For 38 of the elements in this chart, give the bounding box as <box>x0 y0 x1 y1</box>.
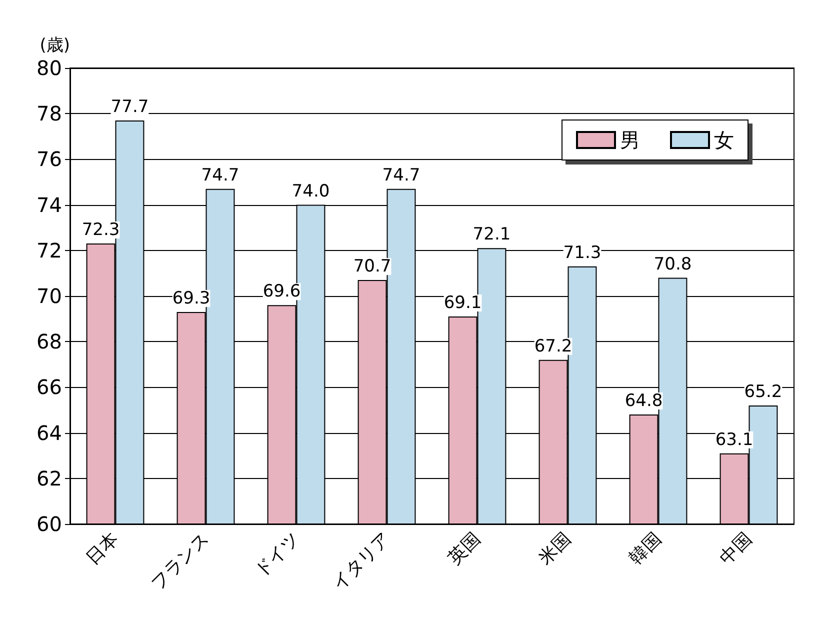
y-tick-label: 76 <box>36 147 62 172</box>
x-tick-label: 英国 <box>444 528 485 569</box>
data-label: 72.3 <box>82 220 120 240</box>
y-axis-title: (歳) <box>40 36 70 56</box>
y-tick-label: 64 <box>36 420 62 445</box>
data-label: 69.1 <box>444 293 482 314</box>
data-label: 69.6 <box>262 282 301 302</box>
y-tick-label: 72 <box>36 238 62 262</box>
y-tick-label: 66 <box>36 375 62 400</box>
data-label: 64.8 <box>624 391 663 412</box>
data-label: 69.3 <box>172 288 210 308</box>
y-tick-label: 74 <box>36 192 62 217</box>
data-label: 74.0 <box>292 181 330 202</box>
y-tick-label: 70 <box>36 284 62 308</box>
x-tick-label: フランス <box>147 528 214 594</box>
x-tick-label: 米国 <box>534 528 576 569</box>
data-label: 67.2 <box>534 336 572 356</box>
x-tick-label: 韓国 <box>625 528 666 569</box>
x-tick-label: ドイツ <box>250 528 304 582</box>
data-label: 70.7 <box>353 256 392 277</box>
data-label: 70.8 <box>654 254 692 274</box>
data-label: 77.7 <box>110 96 149 117</box>
data-label: 71.3 <box>563 242 602 263</box>
data-label: 65.2 <box>744 382 782 402</box>
x-tick-label: イタリア <box>328 528 394 594</box>
y-tick-label: 60 <box>36 512 62 536</box>
data-label: 72.1 <box>472 224 511 245</box>
legend-label: 女 <box>714 128 734 152</box>
data-label: 63.1 <box>715 430 754 450</box>
y-tick-label: 80 <box>36 56 62 80</box>
x-tick-label: 中国 <box>716 528 756 569</box>
legend-label: 男 <box>620 128 640 152</box>
data-label: 74.7 <box>201 165 240 186</box>
x-tick-label: 日本 <box>82 528 123 569</box>
y-tick-label: 68 <box>36 330 62 354</box>
y-tick-label: 62 <box>36 466 62 490</box>
y-tick-label: 78 <box>36 102 62 126</box>
data-label: 74.7 <box>382 165 420 186</box>
